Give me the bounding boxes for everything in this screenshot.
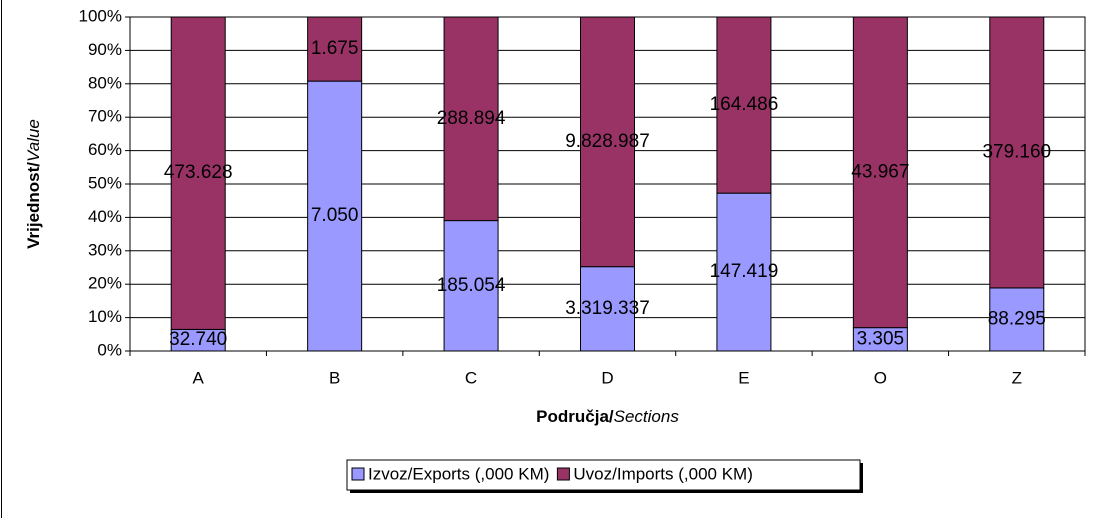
bar-segment (580, 16, 635, 268)
y-axis-title-italic: Value (24, 119, 43, 162)
x-axis-title-italic: Sections (614, 407, 680, 426)
bar-segment (852, 16, 908, 329)
y-tick-label: 40% (88, 207, 122, 226)
x-axis-title-main: Područja/ (536, 407, 614, 426)
data-label: 288.894 (437, 108, 506, 129)
y-tick-label: 90% (88, 40, 122, 59)
data-label: 3.305 (857, 328, 905, 349)
y-axis-title: Vrijednost/Value (24, 119, 43, 249)
legend-box (346, 459, 861, 491)
bar-segment (580, 266, 635, 352)
y-tick-label: 60% (88, 140, 122, 159)
bar-segment (716, 16, 772, 194)
x-tick-label: O (874, 368, 887, 387)
x-tick-label: D (601, 368, 613, 387)
y-tick-label: 0% (97, 340, 122, 359)
y-tick-label: 20% (88, 274, 122, 293)
data-label: 88.295 (988, 308, 1046, 329)
legend-label: Izvoz/Exports (,000 KM) (368, 464, 549, 483)
bar-segment (443, 16, 499, 222)
legend-label: Uvoz/Imports (,000 KM) (573, 464, 753, 483)
y-tick-label: 80% (88, 73, 122, 92)
data-label: 164.486 (710, 94, 779, 115)
legend-swatch (351, 467, 365, 481)
y-tick-label: 70% (88, 107, 122, 126)
bar-segment (307, 16, 363, 82)
bar-segment (716, 192, 772, 352)
x-tick-label: A (193, 368, 205, 387)
y-tick-label: 10% (88, 307, 122, 326)
y-axis-title-main: Vrijednost/ (24, 162, 43, 249)
bar-segment (443, 220, 499, 352)
data-label: 147.419 (710, 261, 779, 282)
bar-segment (307, 80, 363, 352)
data-label: 9.828.987 (565, 131, 650, 152)
y-tick-label: 50% (88, 173, 122, 192)
legend-swatch (556, 467, 570, 481)
x-tick-label: B (329, 368, 340, 387)
x-tick-label: C (465, 368, 477, 387)
data-label: 185.054 (437, 275, 506, 296)
bar-segment (170, 16, 226, 330)
data-label: 7.050 (311, 205, 359, 226)
x-tick-label: E (738, 368, 749, 387)
data-label: 1.675 (311, 38, 359, 59)
data-label: 32.740 (169, 329, 227, 350)
x-axis-title: Područja/Sections (536, 407, 679, 426)
bar-segment (989, 16, 1045, 289)
y-tick-label: 100% (79, 6, 122, 25)
data-label: 43.967 (851, 161, 909, 182)
data-label: 473.628 (164, 162, 233, 183)
data-label: 379.160 (982, 141, 1051, 162)
data-label: 3.319.337 (565, 298, 650, 319)
y-tick-label: 30% (88, 240, 122, 259)
x-tick-label: Z (1012, 368, 1022, 387)
